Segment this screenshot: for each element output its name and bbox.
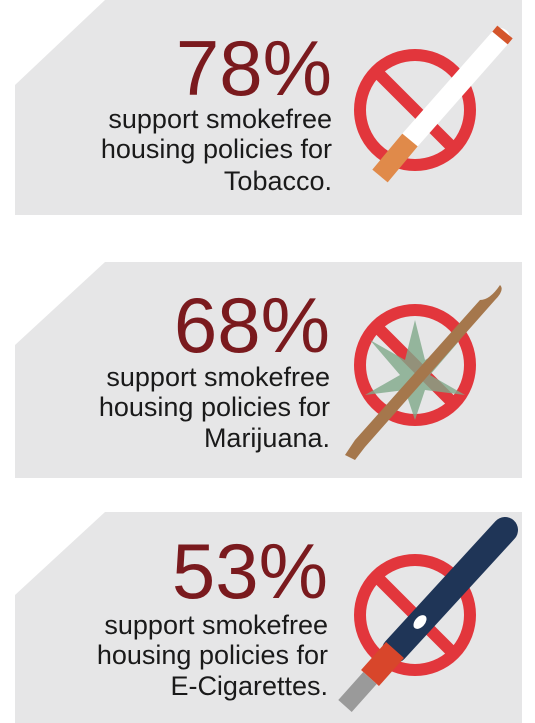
ecig-icon	[338, 517, 518, 712]
caption-line: E-Cigarettes.	[170, 671, 328, 701]
percent: 78%	[176, 24, 332, 112]
percent: 68%	[174, 281, 330, 369]
caption-line: housing policies for	[97, 640, 328, 670]
caption-line: support smokefree	[104, 610, 328, 640]
tobacco-icon	[354, 25, 513, 183]
marijuana-icon	[345, 285, 502, 460]
caption-line: Marijuana.	[204, 423, 330, 453]
caption-line: Tobacco.	[224, 166, 332, 196]
caption-line: support smokefree	[106, 362, 330, 392]
caption-line: housing policies for	[99, 392, 330, 422]
percent: 53%	[172, 527, 328, 615]
caption-line: support smokefree	[108, 104, 332, 134]
caption-line: housing policies for	[101, 134, 332, 164]
